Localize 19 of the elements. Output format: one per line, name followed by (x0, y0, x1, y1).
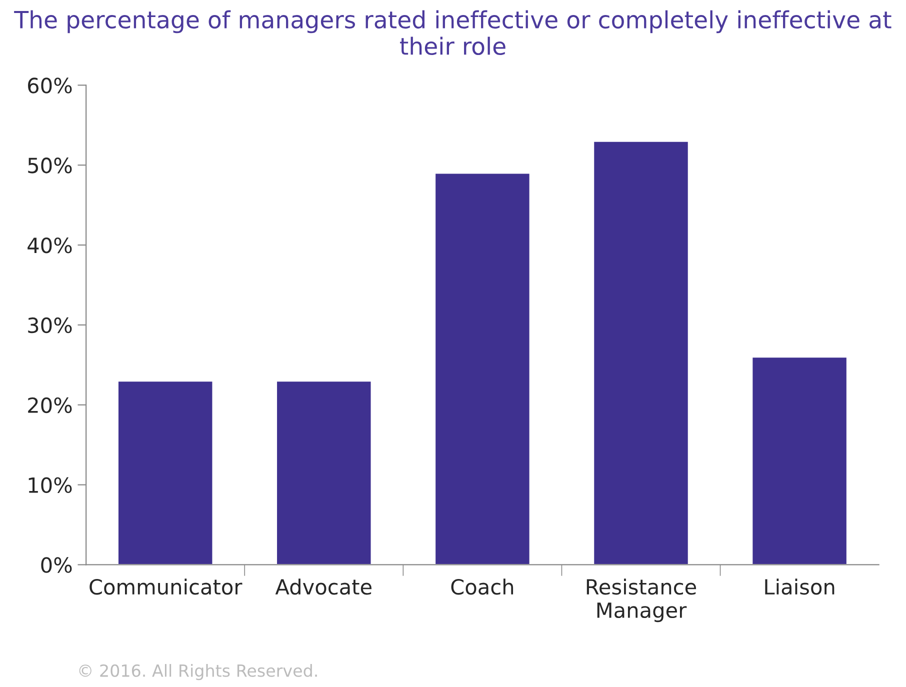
bar (751, 356, 848, 565)
bar (592, 140, 690, 565)
chart-title: The percentage of managers rated ineffective or completely ineffective at their role (14, 10, 892, 56)
x-tick-label: Coach (451, 578, 514, 595)
y-tick-label: 0% (41, 557, 72, 573)
bar (117, 380, 214, 565)
y-tick-label: 50% (28, 158, 72, 174)
text: © 2016. All Rights Reserved. (79, 664, 317, 680)
y-tick-label: 10% (28, 477, 72, 494)
x-tick-label: Communicator (90, 578, 242, 595)
x-tick-label: Liaison (765, 578, 834, 595)
y-tick-label: 40% (28, 237, 72, 254)
x-tick-label: Advocate (275, 578, 372, 595)
bar (276, 380, 372, 565)
y-tick-label: 20% (28, 397, 72, 414)
x-tick-label: Resistance Manager (586, 578, 696, 622)
y-tick-label: 30% (28, 317, 72, 334)
bar (434, 172, 531, 565)
y-tick-label: 60% (28, 78, 72, 94)
